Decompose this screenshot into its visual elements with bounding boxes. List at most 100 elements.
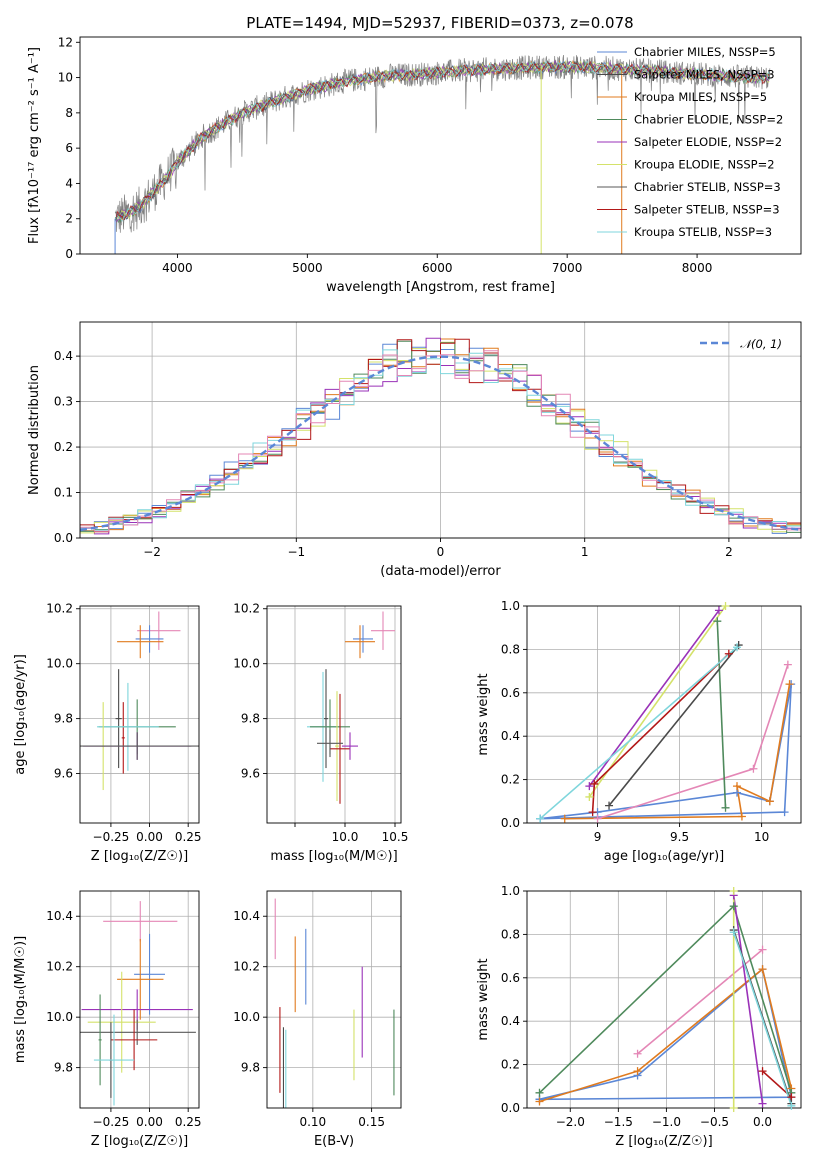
y-tick-label: 0.6 (501, 971, 520, 985)
plus-marker (590, 779, 599, 788)
figure-title: PLATE=1494, MJD=52937, FIBERID=0373, z=0… (246, 14, 633, 32)
x-tick-label: 2 (725, 545, 733, 559)
mass-weight-vs-age-panel: 9 9.5 10 0.0 0.2 0.4 0.6 0.8 1.0 age [log₁₀(age/y… (476, 599, 802, 864)
plus-marker (780, 808, 789, 817)
x-tick-label: −1 (287, 545, 305, 559)
residual-histogram-panel: −2 −1 0 1 2 0.0 0.1 0.2 0.3 0.4 (data-model)/error… (27, 321, 802, 579)
x-tick-label: 0.15 (358, 1115, 385, 1129)
series-line (540, 683, 792, 820)
x-axis-label: mass [log₁₀(M/M☉)] (270, 849, 397, 864)
y-tick-label: 9.6 (241, 767, 260, 781)
plus-marker (729, 902, 738, 911)
legend-label: Chabrier MILES, NSSP=5 (634, 45, 776, 59)
plus-marker (729, 887, 738, 895)
plus-marker (758, 1067, 767, 1076)
x-tick-label: −1.5 (604, 1115, 633, 1129)
y-tick-label: 12 (58, 35, 73, 49)
legend-label: Kroupa ELODIE, NSSP=2 (634, 158, 775, 172)
series-line (588, 606, 727, 798)
legend-label: 𝒩(0, 1) (740, 337, 782, 351)
plot-area (80, 337, 801, 538)
y-tick-label: 10.2 (46, 960, 73, 974)
x-axis-label: Z [log₁₀(Z/Z☉)] (91, 849, 188, 864)
plot-area (274, 898, 395, 1108)
spectrum-panel: 4000 5000 6000 7000 8000 0 2 4 6 8 10 12 wavelength … (27, 35, 802, 295)
plus-marker (749, 764, 758, 773)
grid-lines (267, 891, 401, 1108)
y-tick-label: 0.4 (501, 729, 520, 743)
y-tick-label: 0.3 (54, 395, 73, 409)
x-tick-label: 5000 (292, 261, 323, 275)
model-spectrum-line (116, 60, 770, 221)
y-tick-label: 10.4 (46, 909, 73, 923)
y-tick-label: 9.8 (241, 1061, 260, 1075)
x-axis-label: Z [log₁₀(Z/Z☉)] (91, 1134, 188, 1149)
series-line (539, 967, 793, 1103)
plus-marker (535, 1097, 544, 1106)
y-tick-label: 0.2 (54, 440, 73, 454)
x-tick-label: 8000 (682, 261, 713, 275)
y-tick-label: 9.8 (54, 1061, 73, 1075)
plus-marker (633, 1067, 642, 1076)
legend-label: Kroupa STELIB, NSSP=3 (634, 225, 772, 239)
y-axis-label: mass weight (476, 958, 491, 1040)
axes-frame (79, 890, 200, 1109)
plus-marker (733, 643, 742, 652)
plus-marker (585, 782, 594, 791)
plot-area (80, 611, 199, 791)
plus-marker (536, 814, 545, 823)
y-tick-label: 10.0 (46, 1010, 73, 1024)
y-tick-label: 0.8 (501, 927, 520, 941)
axes-frame (526, 890, 802, 1109)
plus-marker (758, 965, 767, 974)
model-spectrum-line (117, 60, 770, 222)
y-axis-label: mass [log₁₀(M/M☉)] (13, 936, 28, 1063)
y-axis-label: Flux [fλ10⁻¹⁷ erg cm⁻² s⁻¹ A⁻¹] (27, 47, 42, 244)
y-tick-label: 0.0 (501, 816, 520, 830)
plus-marker (733, 782, 742, 791)
legend-label: Kroupa MILES, NSSP=5 (634, 90, 767, 104)
y-axis-label: Normed distribution (27, 365, 42, 495)
x-tick-label: 0.0 (753, 1115, 772, 1129)
x-tick-label: 4000 (162, 261, 193, 275)
y-tick-label: 0.2 (501, 773, 520, 787)
y-tick-label: 0.6 (501, 686, 520, 700)
y-tick-label: 2 (65, 212, 73, 226)
axes-frame (79, 36, 802, 255)
legend-label: Chabrier STELIB, NSSP=3 (634, 180, 781, 194)
x-tick-label: −0.25 (93, 830, 130, 844)
y-tick-label: 8 (65, 106, 73, 120)
y-tick-label: 0.0 (501, 1101, 520, 1115)
model-spectrum-line (117, 60, 770, 220)
age-vs-metallicity-panel: −0.25 0.00 0.25 9.6 9.8 10.0 10.2 Z [log₁₀(Z/Z☉… (13, 602, 202, 864)
plus-marker (758, 1099, 767, 1108)
plot-area (538, 891, 793, 1108)
plus-marker (605, 801, 614, 810)
x-tick-label: 6000 (422, 261, 453, 275)
y-tick-label: 0.0 (54, 531, 73, 545)
plus-marker (783, 660, 792, 669)
x-tick-label: 0 (437, 545, 445, 559)
plus-marker (535, 1088, 544, 1097)
plus-marker (714, 606, 723, 615)
grid-lines (80, 606, 199, 823)
x-axis-label: (data-model)/error (380, 564, 501, 579)
plus-marker (765, 797, 774, 806)
model-spectrum-line (114, 60, 771, 224)
axes-frame (266, 890, 402, 1109)
plot-area (307, 611, 395, 804)
plus-marker (758, 945, 767, 954)
plus-marker (713, 617, 722, 626)
x-tick-label: 0.00 (136, 1115, 163, 1129)
y-tick-label: 9.6 (54, 767, 73, 781)
plus-marker (633, 1049, 642, 1058)
y-tick-label: 10.2 (46, 602, 73, 616)
y-tick-label: 9.8 (54, 712, 73, 726)
plot-area (80, 901, 196, 1106)
plus-marker (787, 1101, 796, 1110)
grid-lines (527, 605, 801, 824)
x-tick-label: −1.0 (652, 1115, 681, 1129)
grid-lines (527, 890, 801, 1109)
x-tick-label: 9.5 (670, 830, 689, 844)
y-axis-label: age [log₁₀(age/yr)] (13, 654, 28, 775)
